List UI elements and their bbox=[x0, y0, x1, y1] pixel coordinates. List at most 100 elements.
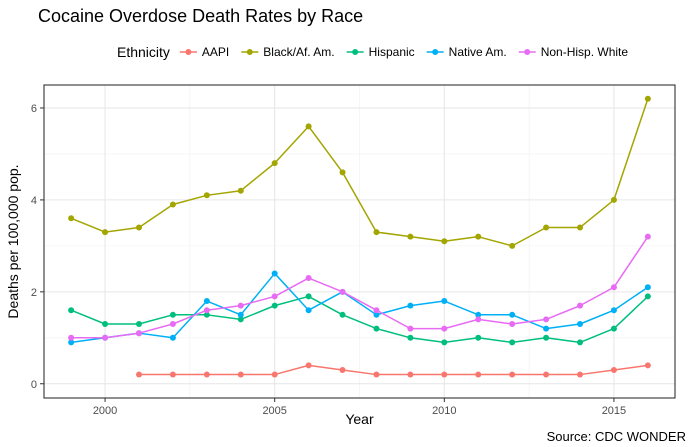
legend: Ethnicity AAPI Black/Af. Am. Hispanic Nativ… bbox=[117, 44, 628, 60]
data-point-native-am bbox=[441, 298, 448, 305]
data-point-black-af-am bbox=[68, 215, 75, 222]
legend-label: Native Am. bbox=[449, 45, 507, 59]
data-point-black-af-am bbox=[339, 169, 346, 176]
data-point-aapi bbox=[203, 371, 210, 378]
data-point-aapi bbox=[169, 371, 176, 378]
data-point-black-af-am bbox=[509, 242, 516, 249]
data-point-black-af-am bbox=[577, 224, 584, 231]
data-point-native-am bbox=[509, 311, 516, 318]
data-point-hispanic bbox=[271, 302, 278, 309]
data-point-aapi bbox=[577, 371, 584, 378]
y-tick-label: 4 bbox=[31, 195, 37, 207]
data-point-non-hisp-white bbox=[169, 321, 176, 328]
data-point-non-hisp-white bbox=[644, 233, 651, 240]
data-point-native-am bbox=[203, 298, 210, 305]
legend-item-black-af-am: Black/Af. Am. bbox=[241, 45, 335, 59]
legend-key-point bbox=[185, 49, 192, 55]
data-point-non-hisp-white bbox=[509, 321, 516, 328]
x-axis-title: Year bbox=[345, 411, 374, 427]
x-tick-label: 2005 bbox=[262, 405, 286, 417]
series-native-am bbox=[68, 270, 651, 346]
data-point-black-af-am bbox=[169, 201, 176, 208]
data-point-native-am bbox=[407, 302, 414, 309]
data-point-native-am bbox=[169, 334, 176, 341]
data-point-native-am bbox=[305, 307, 312, 314]
data-point-hispanic bbox=[509, 339, 516, 346]
data-point-native-am bbox=[475, 311, 482, 318]
data-point-black-af-am bbox=[475, 233, 482, 240]
data-point-hispanic bbox=[135, 321, 142, 328]
data-point-hispanic bbox=[237, 316, 244, 323]
data-point-native-am bbox=[577, 321, 584, 328]
chart-caption: Source: CDC WONDER bbox=[547, 429, 686, 444]
data-point-native-am bbox=[373, 311, 380, 318]
data-point-aapi bbox=[407, 371, 414, 378]
data-point-hispanic bbox=[68, 307, 75, 314]
data-point-aapi bbox=[475, 371, 482, 378]
legend-label: Non-Hisp. White bbox=[541, 45, 629, 59]
data-point-non-hisp-white bbox=[407, 325, 414, 332]
data-point-hispanic bbox=[203, 311, 210, 318]
x-tick-label: 2000 bbox=[93, 405, 117, 417]
legend-label: Hispanic bbox=[369, 45, 415, 59]
data-point-native-am bbox=[68, 339, 75, 346]
legend-key-point bbox=[246, 49, 253, 55]
data-point-black-af-am bbox=[203, 192, 210, 199]
legend-item-hispanic: Hispanic bbox=[346, 45, 415, 59]
x-tick-label: 2015 bbox=[602, 405, 626, 417]
data-point-aapi bbox=[305, 362, 312, 369]
data-point-black-af-am bbox=[135, 224, 142, 231]
series-hispanic bbox=[68, 293, 651, 346]
legend-item-aapi: AAPI bbox=[179, 45, 229, 59]
data-point-black-af-am bbox=[441, 238, 448, 245]
data-point-aapi bbox=[271, 371, 278, 378]
data-point-native-am bbox=[237, 311, 244, 318]
data-point-aapi bbox=[543, 371, 550, 378]
data-point-hispanic bbox=[644, 293, 651, 300]
legend-label: AAPI bbox=[202, 45, 229, 59]
series-line-hispanic bbox=[70, 295, 649, 344]
legend-key-point bbox=[432, 49, 439, 55]
data-point-black-af-am bbox=[373, 229, 380, 236]
data-point-black-af-am bbox=[610, 196, 617, 203]
data-point-native-am bbox=[271, 270, 278, 277]
y-axis-title: Deaths per 100,000 pop. bbox=[5, 164, 21, 318]
data-point-black-af-am bbox=[644, 95, 651, 102]
data-point-non-hisp-white bbox=[373, 307, 380, 314]
data-point-hispanic bbox=[305, 293, 312, 300]
data-point-hispanic bbox=[610, 325, 617, 332]
legend-item-native-am: Native Am. bbox=[426, 45, 507, 59]
data-point-non-hisp-white bbox=[305, 275, 312, 282]
data-point-non-hisp-white bbox=[68, 334, 75, 341]
data-point-non-hisp-white bbox=[271, 293, 278, 300]
legend-item-non-hisp-white: Non-Hisp. White bbox=[518, 45, 629, 59]
data-point-black-af-am bbox=[102, 229, 109, 236]
y-tick-label: 6 bbox=[31, 103, 37, 115]
series-non-hisp-white bbox=[68, 233, 651, 341]
data-point-non-hisp-white bbox=[237, 302, 244, 309]
legend-label: Black/Af. Am. bbox=[263, 45, 334, 59]
series-line-aapi bbox=[138, 364, 648, 376]
series-line-native-am bbox=[71, 272, 649, 344]
series-black-af-am bbox=[68, 95, 651, 249]
data-point-hispanic bbox=[373, 325, 380, 332]
x-tick-label: 2010 bbox=[432, 405, 456, 417]
y-tick-label: 2 bbox=[31, 287, 37, 299]
data-point-black-af-am bbox=[305, 123, 312, 130]
y-tick-label: 0 bbox=[31, 379, 37, 391]
data-point-native-am bbox=[543, 325, 550, 332]
data-point-hispanic bbox=[543, 334, 550, 341]
data-point-hispanic bbox=[169, 311, 176, 318]
data-point-non-hisp-white bbox=[203, 307, 210, 314]
data-point-hispanic bbox=[102, 321, 109, 328]
data-point-aapi bbox=[237, 371, 244, 378]
data-point-native-am bbox=[610, 307, 617, 314]
data-point-aapi bbox=[339, 366, 346, 373]
data-point-aapi bbox=[509, 371, 516, 378]
data-point-non-hisp-white bbox=[102, 334, 109, 341]
data-point-aapi bbox=[441, 371, 448, 378]
data-point-aapi bbox=[644, 362, 651, 369]
legend-title: Ethnicity bbox=[117, 44, 170, 60]
data-point-aapi bbox=[135, 371, 142, 378]
